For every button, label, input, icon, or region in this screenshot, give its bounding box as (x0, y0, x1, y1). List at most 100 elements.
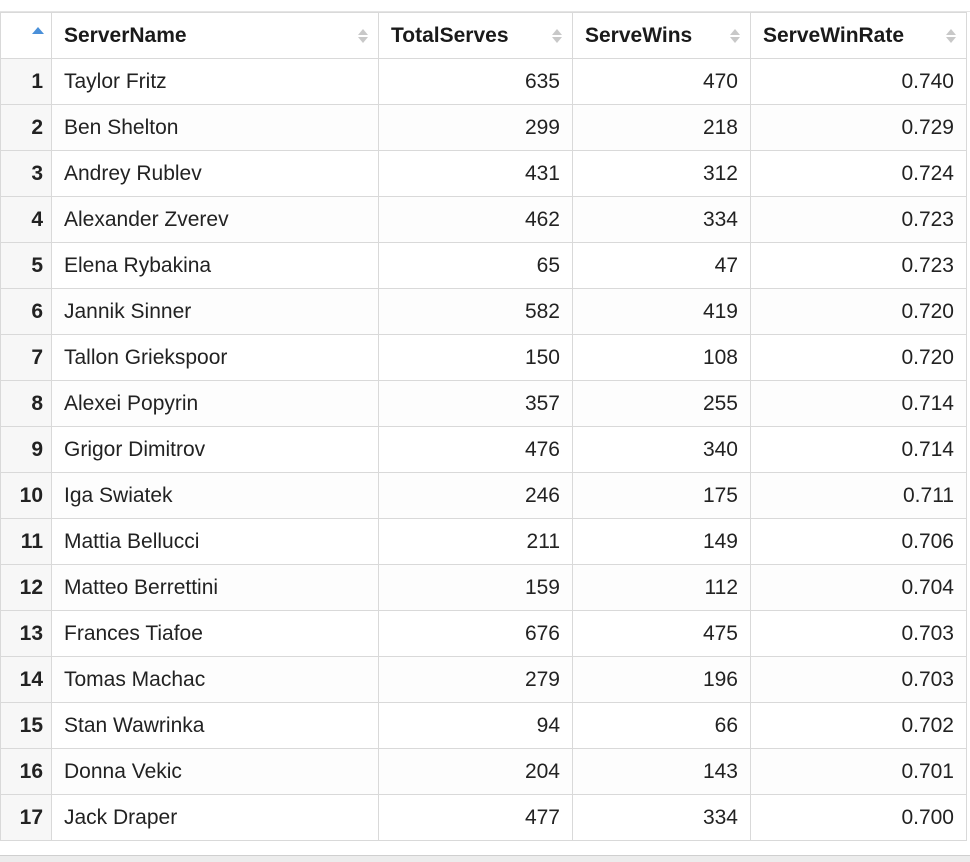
cell-servewinrate: 0.714 (750, 380, 967, 427)
row-number: 4 (0, 196, 52, 243)
table-row: 4 Alexander Zverev 462 334 0.723 (0, 196, 967, 243)
cell-servewins: 149 (572, 518, 751, 565)
row-number: 8 (0, 380, 52, 427)
cell-servername: Iga Swiatek (51, 472, 379, 519)
cell-servername: Grigor Dimitrov (51, 426, 379, 473)
cell-servewinrate: 0.724 (750, 150, 967, 197)
data-table: ServerName TotalServes ServeWins ServeWi… (0, 12, 967, 841)
row-number: 16 (0, 748, 52, 795)
column-header-totalserves[interactable]: TotalServes (378, 12, 573, 59)
row-number: 2 (0, 104, 52, 151)
cell-servewinrate: 0.729 (750, 104, 967, 151)
cell-servewins: 218 (572, 104, 751, 151)
cell-totalserves: 159 (378, 564, 573, 611)
cell-servewins: 334 (572, 794, 751, 841)
cell-servewins: 112 (572, 564, 751, 611)
table-row: 14 Tomas Machac 279 196 0.703 (0, 656, 967, 703)
cell-servewinrate: 0.714 (750, 426, 967, 473)
cell-servewins: 196 (572, 656, 751, 703)
cell-servewinrate: 0.704 (750, 564, 967, 611)
cell-servewins: 66 (572, 702, 751, 749)
row-number: 15 (0, 702, 52, 749)
cell-servername: Ben Shelton (51, 104, 379, 151)
column-header-label: ServeWinRate (763, 23, 905, 47)
cell-servewins: 175 (572, 472, 751, 519)
cell-servewins: 108 (572, 334, 751, 381)
row-number: 14 (0, 656, 52, 703)
index-column-header[interactable] (0, 12, 52, 59)
table-row: 6 Jannik Sinner 582 419 0.720 (0, 288, 967, 335)
table-row: 1 Taylor Fritz 635 470 0.740 (0, 58, 967, 105)
cell-totalserves: 299 (378, 104, 573, 151)
cell-servername: Tallon Griekspoor (51, 334, 379, 381)
table-row: 9 Grigor Dimitrov 476 340 0.714 (0, 426, 967, 473)
row-number: 1 (0, 58, 52, 105)
row-number: 17 (0, 794, 52, 841)
table-row: 2 Ben Shelton 299 218 0.729 (0, 104, 967, 151)
cell-totalserves: 635 (378, 58, 573, 105)
row-number: 9 (0, 426, 52, 473)
sort-both-icon (946, 28, 956, 44)
table-row: 16 Donna Vekic 204 143 0.701 (0, 748, 967, 795)
header-row: ServerName TotalServes ServeWins ServeWi… (0, 12, 967, 59)
column-header-servername[interactable]: ServerName (51, 12, 379, 59)
cell-totalserves: 476 (378, 426, 573, 473)
row-number: 6 (0, 288, 52, 335)
cell-totalserves: 65 (378, 242, 573, 289)
cell-servewinrate: 0.706 (750, 518, 967, 565)
column-header-servewins[interactable]: ServeWins (572, 12, 751, 59)
cell-servewins: 312 (572, 150, 751, 197)
table-row: 8 Alexei Popyrin 357 255 0.714 (0, 380, 967, 427)
cell-servername: Elena Rybakina (51, 242, 379, 289)
table-row: 17 Jack Draper 477 334 0.700 (0, 794, 967, 841)
cell-totalserves: 150 (378, 334, 573, 381)
cell-servername: Tomas Machac (51, 656, 379, 703)
row-number: 3 (0, 150, 52, 197)
row-number: 13 (0, 610, 52, 657)
cell-servewinrate: 0.720 (750, 334, 967, 381)
table-row: 15 Stan Wawrinka 94 66 0.702 (0, 702, 967, 749)
cell-totalserves: 204 (378, 748, 573, 795)
table-row: 12 Matteo Berrettini 159 112 0.704 (0, 564, 967, 611)
cell-servewins: 419 (572, 288, 751, 335)
cell-totalserves: 246 (378, 472, 573, 519)
table-row: 7 Tallon Griekspoor 150 108 0.720 (0, 334, 967, 381)
cell-servername: Taylor Fritz (51, 58, 379, 105)
cell-totalserves: 462 (378, 196, 573, 243)
cell-servername: Frances Tiafoe (51, 610, 379, 657)
cell-servername: Alexei Popyrin (51, 380, 379, 427)
cell-servewinrate: 0.700 (750, 794, 967, 841)
cell-servewins: 475 (572, 610, 751, 657)
cell-totalserves: 279 (378, 656, 573, 703)
horizontal-scrollbar[interactable] (0, 855, 970, 862)
table-row: 10 Iga Swiatek 246 175 0.711 (0, 472, 967, 519)
row-number: 10 (0, 472, 52, 519)
cell-servewinrate: 0.702 (750, 702, 967, 749)
column-header-label: ServeWins (585, 23, 693, 47)
cell-totalserves: 676 (378, 610, 573, 657)
table-body: 1 Taylor Fritz 635 470 0.740 2 Ben Shelton 299 2… (0, 58, 967, 841)
cell-servewinrate: 0.723 (750, 242, 967, 289)
row-number: 12 (0, 564, 52, 611)
cell-totalserves: 431 (378, 150, 573, 197)
cell-servewins: 334 (572, 196, 751, 243)
cell-totalserves: 94 (378, 702, 573, 749)
sort-both-icon (552, 28, 562, 44)
column-header-servewinrate[interactable]: ServeWinRate (750, 12, 967, 59)
sort-both-icon (730, 28, 740, 44)
cell-servername: Mattia Bellucci (51, 518, 379, 565)
table-row: 11 Mattia Bellucci 211 149 0.706 (0, 518, 967, 565)
cell-servewins: 470 (572, 58, 751, 105)
row-number: 7 (0, 334, 52, 381)
cell-servewinrate: 0.711 (750, 472, 967, 519)
cell-totalserves: 477 (378, 794, 573, 841)
sort-ascending-icon (32, 27, 44, 34)
cell-servername: Stan Wawrinka (51, 702, 379, 749)
cell-servewinrate: 0.720 (750, 288, 967, 335)
cell-totalserves: 357 (378, 380, 573, 427)
cell-servewins: 340 (572, 426, 751, 473)
row-number: 5 (0, 242, 52, 289)
cell-servewins: 47 (572, 242, 751, 289)
column-header-label: TotalServes (391, 23, 509, 47)
